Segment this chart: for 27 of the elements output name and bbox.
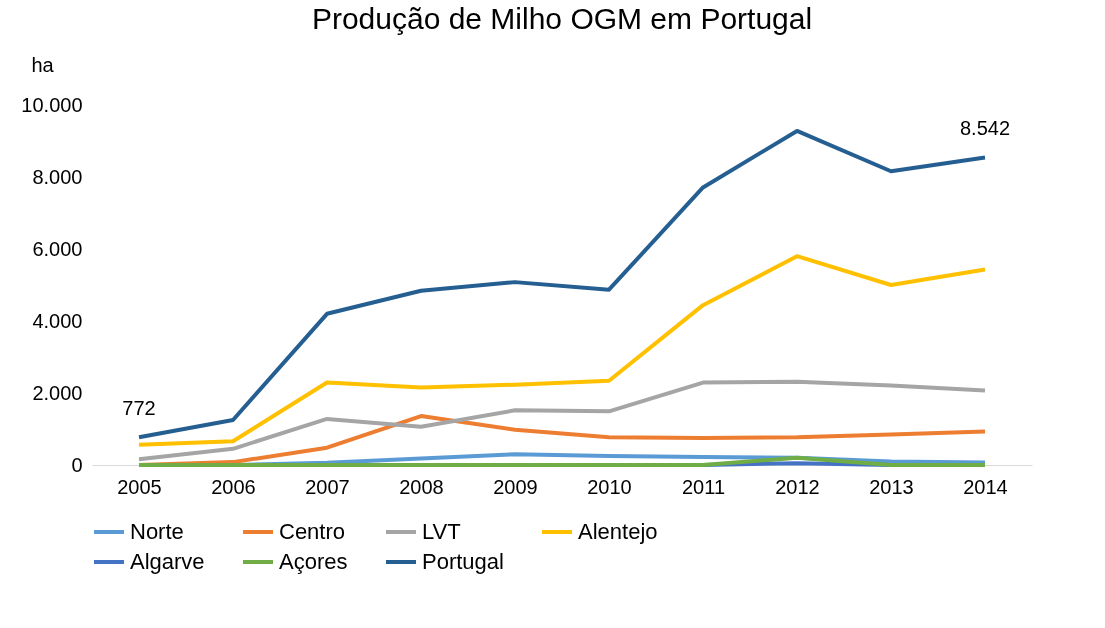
x-tick-label: 2012 <box>775 475 820 498</box>
y-tick-label: 6.000 <box>32 237 83 260</box>
legend-label: Alentejo <box>578 519 658 544</box>
x-tick-label: 2014 <box>963 475 1008 498</box>
x-tick-label: 2006 <box>211 475 256 498</box>
legend-label: LVT <box>422 519 461 544</box>
x-tick-label: 2010 <box>587 475 632 498</box>
data-label: 8.542 <box>959 117 1011 140</box>
x-tick-label: 2009 <box>493 475 538 498</box>
y-tick-label: 10.000 <box>21 93 83 116</box>
x-tick-label: 2008 <box>399 475 444 498</box>
x-tick-label: 2005 <box>117 475 162 498</box>
chart-title: Produção de Milho OGM em Portugal <box>311 2 813 35</box>
legend-label: Algarve <box>130 549 205 574</box>
x-tick-label: 2011 <box>681 475 726 498</box>
legend-label: Portugal <box>422 549 504 574</box>
y-axis-title: ha <box>31 53 55 76</box>
x-tick-label: 2013 <box>869 475 914 498</box>
y-tick-label: 4.000 <box>32 309 83 332</box>
x-tick-label: 2007 <box>305 475 350 498</box>
y-tick-label: 8.000 <box>32 165 83 188</box>
data-label: 772 <box>122 397 156 420</box>
legend-label: Norte <box>130 519 184 544</box>
legend-label: Açores <box>279 549 348 574</box>
legend-label: Centro <box>279 519 346 544</box>
y-tick-label: 0 <box>71 453 83 476</box>
y-tick-label: 2.000 <box>32 381 83 404</box>
